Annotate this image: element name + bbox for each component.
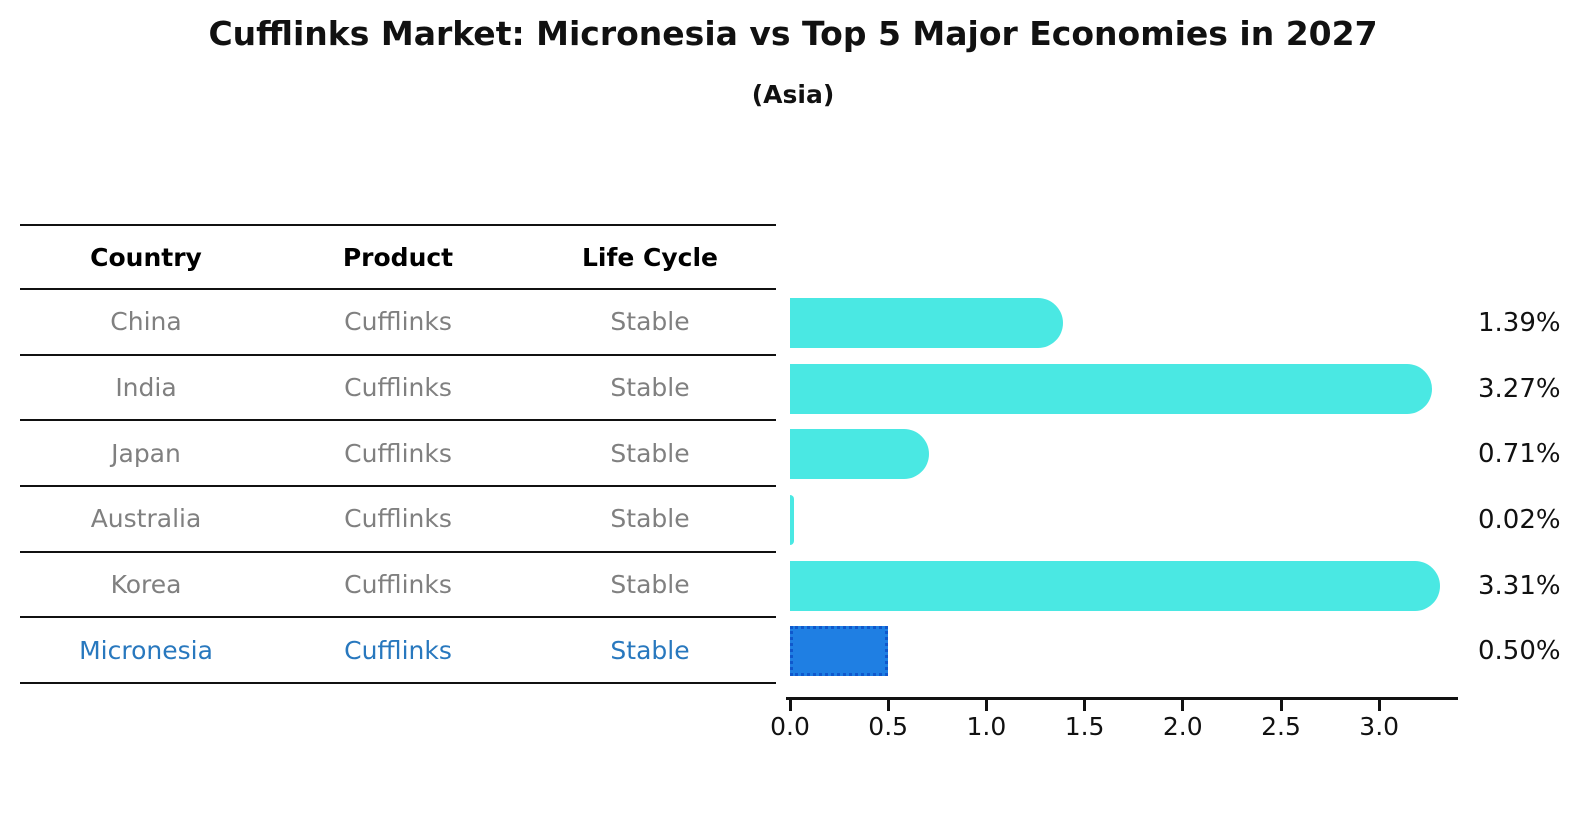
cell-product: Cufflinks — [344, 570, 452, 600]
cell-country: Australia — [90, 504, 202, 534]
column-header-product: Product — [342, 242, 454, 272]
x-tick-label: 1.5 — [1064, 712, 1105, 741]
cell-life-cycle: Stable — [610, 570, 690, 600]
x-tick-mark — [1083, 700, 1087, 711]
bar-china — [790, 297, 1063, 348]
chart-subtitle: (Asia) — [751, 80, 835, 109]
cell-product: Cufflinks — [344, 438, 452, 468]
bar-korea — [790, 560, 1441, 611]
table-row-australia: Australia Cufflinks Stable — [20, 487, 776, 553]
table-row-micronesia: Micronesia Cufflinks Stable — [20, 618, 776, 685]
value-label-australia: 0.02% — [1478, 505, 1561, 535]
cell-product: Cufflinks — [344, 373, 452, 403]
x-tick-label: 2.5 — [1261, 712, 1301, 741]
chart-title: Cufflinks Market: Micronesia vs Top 5 Ma… — [208, 14, 1378, 53]
x-tick-label: 2.0 — [1162, 712, 1203, 741]
cell-country: China — [110, 307, 182, 337]
bar-australia — [790, 495, 794, 545]
table-header-row: Country Product Life Cycle — [20, 224, 776, 290]
column-header-life-cycle: Life Cycle — [581, 242, 719, 272]
x-tick-mark — [1377, 700, 1381, 711]
cell-country: India — [115, 373, 177, 403]
table-row-japan: Japan Cufflinks Stable — [20, 421, 776, 488]
value-label-japan: 0.71% — [1478, 439, 1561, 470]
x-tick-mark — [984, 700, 988, 711]
x-tick-mark — [1279, 700, 1283, 711]
value-label-china: 1.39% — [1478, 307, 1561, 338]
cell-product: Cufflinks — [344, 635, 452, 665]
cell-product: Cufflinks — [344, 307, 452, 337]
x-tick-mark — [1181, 700, 1185, 711]
bar-india — [790, 363, 1433, 414]
x-tick-label: 0.5 — [868, 712, 909, 741]
country-table: Country Product Life Cycle China Cufflinks S… — [20, 224, 776, 685]
x-tick-mark — [886, 700, 890, 711]
cell-life-cycle: Stable — [610, 307, 690, 337]
x-tick-label: 0.0 — [770, 712, 810, 741]
table-body: China Cufflinks Stable India Cufflinks Stable… — [20, 290, 776, 685]
x-axis-line — [786, 697, 1458, 700]
cell-country: Korea — [110, 570, 182, 600]
cell-life-cycle: Stable — [610, 438, 690, 468]
cell-country: Micronesia — [79, 635, 213, 665]
value-label-korea: 3.31% — [1478, 570, 1561, 601]
table-row-korea: Korea Cufflinks Stable — [20, 553, 776, 619]
bar-micronesia — [790, 626, 889, 677]
table-row-china: China Cufflinks Stable — [20, 290, 776, 356]
table-row-india: India Cufflinks Stable — [20, 356, 776, 422]
cell-life-cycle: Stable — [610, 504, 690, 534]
cell-life-cycle: Stable — [610, 635, 690, 665]
value-label-micronesia: 0.50% — [1478, 636, 1561, 667]
cell-country: Japan — [111, 438, 181, 468]
cell-life-cycle: Stable — [610, 373, 690, 403]
bar-japan — [790, 429, 930, 480]
x-tick-mark — [788, 700, 792, 711]
x-tick-label: 3.0 — [1359, 712, 1400, 741]
cell-product: Cufflinks — [344, 504, 452, 534]
x-tick-label: 1.0 — [966, 712, 1007, 741]
value-label-india: 3.27% — [1478, 373, 1561, 404]
column-header-country: Country — [90, 242, 202, 272]
